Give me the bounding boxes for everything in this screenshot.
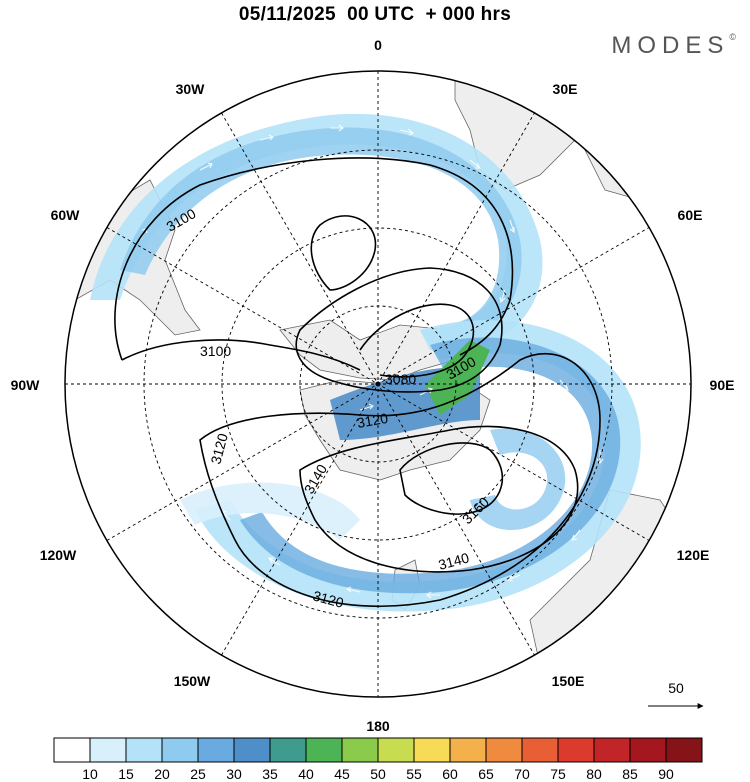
colorbar-tick-label: 10: [82, 766, 98, 782]
contour-label: 3120: [207, 431, 231, 465]
vector-arrow: [345, 586, 361, 593]
vector-arrow: [559, 379, 569, 391]
brand-text: MODES: [611, 32, 730, 59]
colorbar-tick-label: 45: [334, 766, 350, 782]
contour-3160: [399, 442, 504, 515]
colorbar-tick-label: 80: [586, 766, 602, 782]
colorbar-swatch: [89, 737, 127, 763]
vector-arrow: [399, 128, 415, 136]
lon-label-150e: 150E: [552, 673, 585, 689]
colorbar-tick-label: 30: [226, 766, 242, 782]
map-title: 05/11/2025 00 UTC + 000 hrs: [238, 4, 512, 25]
colorbar-swatch: [521, 737, 559, 763]
vector-arrow: [509, 219, 515, 234]
colorbar-tick-label: 15: [118, 766, 134, 782]
lon-label-180: 180: [366, 718, 390, 734]
colorbar-tick-label: 55: [406, 766, 422, 782]
colorbar-tick-label: 50: [370, 766, 386, 782]
colorbar-swatch: [197, 737, 235, 763]
colorbar-tick-label: 85: [622, 766, 638, 782]
map-border: [64, 70, 692, 698]
lon-label-90e: 90E: [710, 377, 735, 393]
lon-label-60w: 60W: [51, 207, 81, 223]
contour-label: 3120: [356, 410, 390, 431]
colorbar-swatch: [629, 737, 667, 763]
colorbar-swatch: [593, 737, 631, 763]
brand-logo: MODES©: [611, 32, 736, 60]
lon-label-120e: 120E: [677, 547, 710, 563]
vector-arrow: [469, 159, 481, 169]
contour-3140: [299, 425, 579, 573]
vector-arrow: [199, 162, 213, 171]
lon-label-90w: 90W: [11, 377, 41, 393]
lon-label-30w: 30W: [176, 81, 206, 97]
vector-reference-value: 50: [668, 680, 684, 696]
lon-label-0: 0: [374, 37, 382, 53]
contour-3100-west: [114, 157, 514, 361]
contour-label: 3140: [437, 549, 471, 573]
pole-marker: [375, 381, 381, 387]
lon-label-60e: 60E: [678, 207, 703, 223]
contour-3100-west-inner: [121, 339, 361, 371]
colorbar-swatch: [413, 737, 451, 763]
colorbar-swatch: [53, 737, 91, 763]
vector-arrow: [359, 403, 374, 411]
colorbar-tick-label: 90: [658, 766, 674, 782]
colorbar-tick-label: 75: [550, 766, 566, 782]
contour-label: 3120: [311, 587, 345, 611]
colorbar-swatch: [269, 737, 307, 763]
colorbar-tick-label: 40: [298, 766, 314, 782]
contour-3080: [295, 267, 503, 393]
colorbar-swatch: [449, 737, 487, 763]
vector-arrow: [299, 455, 314, 462]
vector-arrow: [571, 529, 581, 541]
lon-label-120w: 120W: [40, 547, 77, 563]
brand-mark: ©: [729, 32, 736, 42]
lon-label-150w: 150W: [174, 673, 211, 689]
wind-shading: [90, 113, 641, 612]
colorbar-tick-label: 20: [154, 766, 170, 782]
lon-label-30e: 30E: [553, 81, 578, 97]
colorbar-swatch: [161, 737, 199, 763]
east-swirl: [470, 428, 566, 530]
colorbar-tick-label: 70: [514, 766, 530, 782]
longitude-labels: 0 30E 60E 90E 120E 150E 180 150W 120W 90…: [11, 37, 735, 734]
colorbar-swatch: [485, 737, 523, 763]
colorbar-swatch: [233, 737, 271, 763]
vector-arrow: [268, 557, 281, 566]
contour-3080-inner: [359, 303, 475, 378]
colorbar-swatch: [341, 737, 379, 763]
vector-arrow: [499, 289, 506, 304]
vector-arrow: [330, 124, 344, 132]
contour-3100-loop: [310, 215, 377, 291]
colorbar-swatch: [377, 737, 415, 763]
colorbar-tick-label: 35: [262, 766, 278, 782]
vector-arrow: [259, 134, 274, 141]
colorbar-swatch: [125, 737, 163, 763]
vector-reference: 50: [648, 680, 704, 709]
colorbar-swatch: [665, 737, 703, 763]
colorbar-tick-label: 25: [190, 766, 206, 782]
colorbar-swatch: [557, 737, 595, 763]
vector-arrow: [506, 574, 521, 582]
jet-band-west-core: [120, 127, 522, 345]
vector-arrow: [426, 591, 440, 599]
vector-arrow: [596, 450, 604, 464]
southern-band: [180, 482, 360, 540]
colorbar-tick-label: 65: [478, 766, 494, 782]
jet-maximum: [425, 340, 490, 415]
colorbar-swatch: [305, 737, 343, 763]
contour-label: 3100: [200, 343, 231, 359]
colorbar: 10 15 20 25 30 35 40 45 50 55 60 65 70 75 80 85 90: [53, 737, 703, 782]
colorbar-tick-label: 60: [442, 766, 458, 782]
contour-label: 3080: [385, 371, 416, 387]
